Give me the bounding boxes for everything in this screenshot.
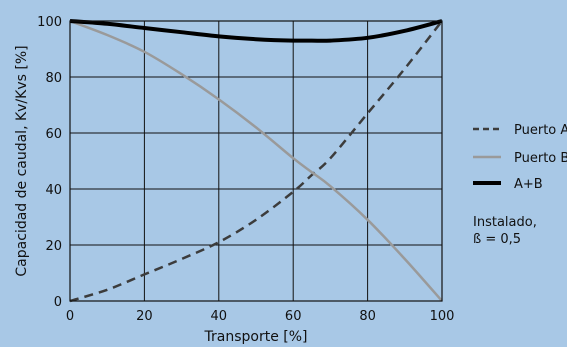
legend-label: A+B <box>514 177 543 192</box>
x-tick-label: 40 <box>211 309 228 324</box>
series-lines <box>69 19 443 303</box>
note-line-2: ß = 0,5 <box>473 232 521 247</box>
x-tick-label: 0 <box>66 309 74 324</box>
x-axis-label: Transporte [%] <box>204 329 308 345</box>
x-tick-label: 100 <box>430 309 455 324</box>
series-line-2 <box>69 19 443 43</box>
x-tick-label: 20 <box>136 309 153 324</box>
y-tick-label: 0 <box>54 295 62 310</box>
y-tick-label: 80 <box>45 71 62 86</box>
x-tick-label: 80 <box>359 309 376 324</box>
legend: Puerto A Puerto B A+B <box>473 123 567 192</box>
series-line-0 <box>69 20 443 303</box>
y-tick-label: 20 <box>45 239 62 254</box>
grid <box>69 20 443 302</box>
legend-label: Puerto B <box>514 151 567 166</box>
tick-labels: 0 20 40 60 80 100 0 20 40 60 80 100 <box>37 15 454 324</box>
series-line-1 <box>69 19 443 302</box>
installed-note: Instalado, ß = 0,5 <box>473 215 537 247</box>
plot-frame <box>69 20 443 302</box>
y-tick-label: 60 <box>45 127 62 142</box>
y-tick-label: 100 <box>37 15 62 30</box>
legend-label: Puerto A <box>514 123 567 138</box>
plot-border <box>69 20 443 302</box>
y-axis-label: Capacidad de caudal, Kv/Kvs [%] <box>14 45 30 276</box>
x-tick-label: 60 <box>285 309 302 324</box>
note-line-1: Instalado, <box>473 215 537 230</box>
y-tick-label: 40 <box>45 183 62 198</box>
